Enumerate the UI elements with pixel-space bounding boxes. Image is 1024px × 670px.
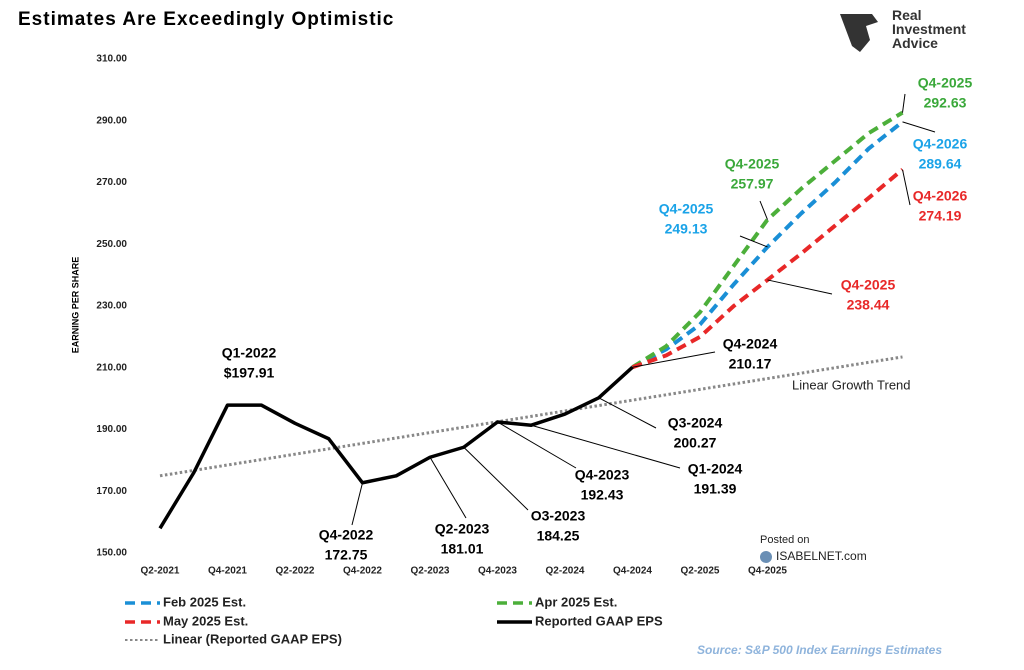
y-tick-label: 150.00 (96, 548, 127, 559)
legend-label: May 2025 Est. (163, 613, 248, 628)
site-icon (760, 551, 772, 563)
annotation-label: Q4-2025 (725, 156, 780, 172)
logo-text: Real Investment Advice (892, 7, 966, 51)
x-tick-label: Q2-2022 (276, 566, 315, 577)
y-tick-label: 190.00 (96, 424, 127, 435)
series-line (631, 168, 904, 370)
site-label: ISABELNET.com (776, 549, 867, 563)
annotation-label: Q1-2024 (688, 461, 743, 477)
series-line (158, 365, 634, 530)
y-tick-label: 310.00 (96, 54, 127, 65)
annotation-label: Q4-2022 (319, 527, 374, 543)
value-label: 172.75 (325, 547, 368, 563)
value-label: 191.39 (694, 481, 737, 497)
value-label: $197.91 (224, 365, 275, 381)
legend-label: Linear (Reported GAAP EPS) (163, 631, 342, 646)
series-line (159, 355, 903, 478)
x-tick-label: Q4-2022 (343, 566, 382, 577)
leader-line (739, 235, 768, 248)
leader-line (351, 482, 363, 526)
source: Source: S&P 500 Index Earnings Estimates (697, 643, 942, 657)
y-tick-label: 170.00 (96, 486, 127, 497)
annotation-label: Q4-2026 (913, 188, 968, 204)
series-line (631, 110, 904, 369)
value-label: 192.43 (581, 487, 624, 503)
x-tick-label: Q2-2021 (141, 566, 180, 577)
annotation-label: Q1-2022 (222, 345, 277, 361)
x-tick-label: Q2-2024 (546, 566, 585, 577)
legend-label: Reported GAAP EPS (535, 613, 663, 628)
x-tick-label: Q4-2024 (613, 566, 652, 577)
annotation-label: Q4-2025 (841, 277, 896, 293)
leader-line (463, 446, 529, 511)
value-label: 238.44 (847, 297, 890, 313)
leader-line (902, 93, 906, 113)
annotation-label: Q4-2025 (659, 201, 714, 217)
value-label: 292.63 (924, 95, 967, 111)
x-tick-label: Q2-2025 (681, 566, 720, 577)
y-axis-label: EARNING PER SHARE (70, 257, 80, 354)
leader-line (632, 351, 716, 368)
value-label: 249.13 (665, 221, 708, 237)
legend-label: Feb 2025 Est. (163, 594, 246, 609)
leader-line (598, 397, 657, 429)
annotation-label: Q4-2023 (575, 467, 630, 483)
y-tick-label: 270.00 (96, 177, 127, 188)
value-label: 181.01 (441, 541, 484, 557)
y-tick-label: 250.00 (96, 239, 127, 250)
leader-line (759, 200, 768, 220)
value-label: 257.97 (731, 176, 774, 192)
annotation-label: Q2-2023 (435, 521, 490, 537)
annotation-label: Q4-2025 (918, 75, 973, 91)
leader-line (429, 457, 467, 519)
value-label: 200.27 (674, 435, 717, 451)
annotation-label: Q4-2024 (723, 336, 778, 352)
value-label: 210.17 (729, 356, 772, 372)
y-tick-label: 210.00 (96, 362, 127, 373)
value-label: 184.25 (537, 528, 580, 544)
x-tick-label: Q2-2023 (411, 566, 450, 577)
logo: Real Investment Advice (840, 7, 966, 52)
leader-line (497, 421, 577, 469)
annotation-label: Q4-2026 (913, 136, 968, 152)
value-label: 289.64 (919, 156, 962, 172)
x-tick-label: Q4-2025 (748, 566, 787, 577)
x-tick-label: Q4-2021 (208, 566, 247, 577)
leader-line (767, 279, 833, 295)
posted-label: Posted on (760, 534, 810, 546)
y-tick-label: 290.00 (96, 115, 127, 126)
annotation-label: Q3-2024 (668, 415, 723, 431)
value-label: 274.19 (919, 208, 962, 224)
leader-line (531, 424, 681, 469)
chart-title: Estimates Are Exceedingly Optimistic (18, 9, 394, 30)
x-tick-label: Q4-2023 (478, 566, 517, 577)
leader-line (902, 121, 936, 133)
leader-line (902, 169, 911, 206)
y-tick-label: 230.00 (96, 301, 127, 312)
trend-label: Linear Growth Trend (792, 377, 911, 392)
annotation-label: O3-2023 (531, 508, 586, 524)
legend-label: Apr 2025 Est. (535, 594, 617, 609)
